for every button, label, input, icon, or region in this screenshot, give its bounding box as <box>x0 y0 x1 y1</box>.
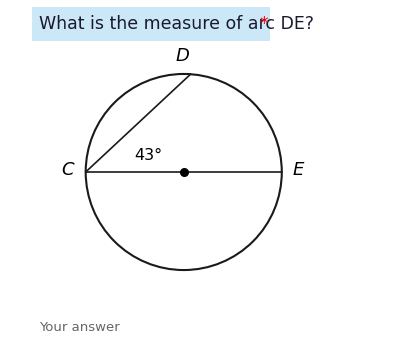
Text: C: C <box>61 161 73 179</box>
Text: Your answer: Your answer <box>39 321 120 334</box>
Text: *: * <box>260 15 268 33</box>
Text: D: D <box>175 46 189 65</box>
FancyBboxPatch shape <box>32 7 270 41</box>
Text: E: E <box>292 161 303 179</box>
Text: What is the measure of arc DE?: What is the measure of arc DE? <box>39 15 314 33</box>
Text: 43°: 43° <box>134 148 162 163</box>
